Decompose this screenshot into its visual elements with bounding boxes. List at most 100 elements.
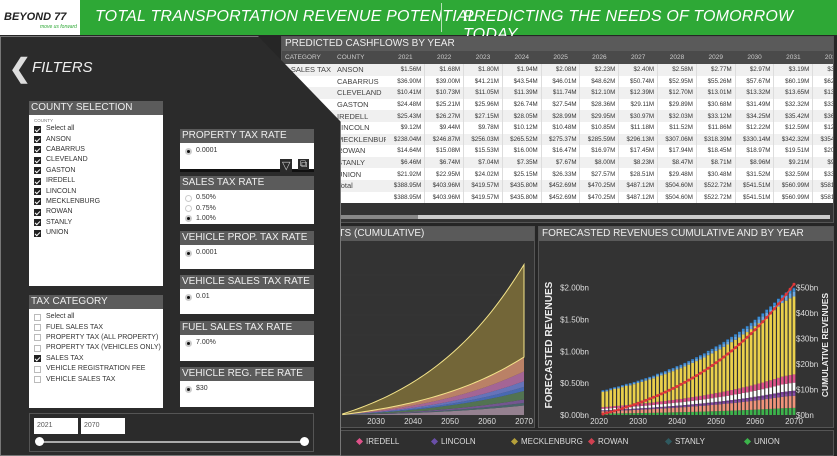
- bar-segment-mecklenburg[interactable]: [738, 337, 741, 389]
- cumulative-point[interactable]: [780, 297, 784, 301]
- bar-segment-iredell[interactable]: [718, 392, 722, 398]
- rate-option[interactable]: 0.0001: [180, 146, 314, 156]
- bar-segment-union[interactable]: [675, 412, 679, 415]
- bar-segment-cabarrus[interactable]: [663, 408, 667, 413]
- bar-segment-cabarrus[interactable]: [617, 410, 620, 414]
- bar-segment-union[interactable]: [636, 413, 640, 415]
- bar-segment-stanly[interactable]: [726, 400, 730, 402]
- cumulative-point[interactable]: [706, 366, 710, 370]
- cumulative-point[interactable]: [792, 282, 796, 286]
- bar-segment-cleveland[interactable]: [617, 386, 620, 388]
- bar-segment-union[interactable]: [628, 413, 632, 415]
- cumulative-point[interactable]: [656, 394, 659, 398]
- bar-segment-union[interactable]: [687, 411, 691, 415]
- bar-segment-iredell[interactable]: [671, 399, 675, 404]
- bar-segment-mecklenburg[interactable]: [745, 332, 749, 387]
- cumulative-point[interactable]: [640, 400, 644, 404]
- cumulative-point[interactable]: [745, 335, 749, 339]
- bar-segment-mecklenburg[interactable]: [780, 303, 784, 377]
- bar-segment-rowan[interactable]: [765, 312, 769, 317]
- bar-segment-gaston[interactable]: [613, 407, 616, 410]
- bar-segment-stanly[interactable]: [757, 396, 761, 398]
- checkbox-checked[interactable]: [34, 208, 41, 216]
- bar-segment-rowan[interactable]: [695, 358, 698, 362]
- bar-segment-mecklenburg[interactable]: [660, 375, 663, 402]
- bar-segment-union[interactable]: [788, 407, 792, 415]
- tax-category-option[interactable]: SALES TAX: [29, 354, 163, 364]
- year-slider-start-handle[interactable]: [35, 437, 44, 446]
- bar-segment-cabarrus[interactable]: [714, 404, 718, 412]
- bar-segment-gaston[interactable]: [765, 388, 769, 395]
- bar-segment-union[interactable]: [624, 413, 628, 415]
- bar-segment-cleveland[interactable]: [648, 376, 652, 379]
- bar-segment-lincoln[interactable]: [652, 408, 655, 410]
- bar-segment-rowan[interactable]: [628, 384, 632, 386]
- bar-segment-lincoln[interactable]: [730, 401, 733, 404]
- bar-segment-lincoln[interactable]: [753, 398, 757, 401]
- bar-segment-gaston[interactable]: [667, 403, 671, 407]
- bar-segment-cabarrus[interactable]: [726, 403, 730, 411]
- cumulative-point[interactable]: [757, 324, 761, 328]
- bar-segment-rowan[interactable]: [741, 331, 745, 335]
- bar-segment-union[interactable]: [718, 411, 722, 415]
- bar-segment-lincoln[interactable]: [702, 404, 706, 406]
- bar-segment-stanly[interactable]: [640, 408, 644, 409]
- bar-segment-cleveland[interactable]: [761, 313, 765, 317]
- bar-segment-gaston[interactable]: [738, 393, 741, 400]
- bar-segment-rowan[interactable]: [792, 291, 796, 297]
- bar-segment-stanly[interactable]: [667, 406, 671, 408]
- bar-segment-cabarrus[interactable]: [761, 399, 765, 410]
- bar-segment-mecklenburg[interactable]: [734, 339, 737, 390]
- cumulative-point[interactable]: [753, 328, 757, 332]
- bar-segment-cleveland[interactable]: [718, 344, 722, 347]
- bar-segment-iredell[interactable]: [777, 377, 780, 386]
- bar-segment-rowan[interactable]: [687, 362, 691, 365]
- bar-segment-gaston[interactable]: [609, 408, 613, 410]
- bar-segment-lincoln[interactable]: [757, 397, 761, 401]
- bar-segment-stanly[interactable]: [741, 398, 745, 400]
- bar-segment-lincoln[interactable]: [769, 396, 772, 399]
- bar-segment-cabarrus[interactable]: [695, 406, 698, 412]
- bar-segment-rowan[interactable]: [648, 378, 652, 380]
- bar-segment-union[interactable]: [757, 409, 761, 415]
- bar-segment-gaston[interactable]: [749, 391, 753, 398]
- bar-segment-rowan[interactable]: [632, 382, 636, 385]
- bar-segment-mecklenburg[interactable]: [656, 376, 659, 402]
- checkbox-unchecked[interactable]: [34, 334, 41, 342]
- bar-segment-iredell[interactable]: [706, 394, 710, 399]
- county-option[interactable]: Select all: [29, 124, 163, 134]
- bar-segment-lincoln[interactable]: [687, 405, 691, 407]
- bar-segment-cleveland[interactable]: [640, 379, 644, 381]
- bar-segment-iredell[interactable]: [640, 403, 644, 406]
- bar-segment-stanly[interactable]: [788, 391, 792, 394]
- bar-segment-gaston[interactable]: [640, 405, 644, 409]
- bar-segment-stanly[interactable]: [683, 405, 687, 406]
- bar-segment-lincoln[interactable]: [683, 405, 687, 408]
- bar-segment-mecklenburg[interactable]: [761, 320, 765, 383]
- bar-segment-mecklenburg[interactable]: [675, 369, 679, 400]
- bar-segment-gaston[interactable]: [734, 394, 737, 400]
- cumulative-point[interactable]: [730, 349, 734, 353]
- bar-segment-lincoln[interactable]: [691, 405, 694, 407]
- bar-segment-lincoln[interactable]: [726, 401, 730, 404]
- bar-segment-iredell[interactable]: [617, 405, 620, 408]
- bar-segment-cleveland[interactable]: [792, 288, 796, 292]
- bar-segment-rowan[interactable]: [699, 357, 702, 360]
- bar-segment-mecklenburg[interactable]: [702, 357, 706, 396]
- bar-segment-rowan[interactable]: [667, 370, 671, 373]
- column-header[interactable]: 2022: [424, 51, 464, 64]
- bar-segment-stanly[interactable]: [699, 403, 702, 405]
- bar-segment-lincoln[interactable]: [765, 396, 769, 400]
- bar-segment-gaston[interactable]: [656, 404, 659, 408]
- cumulative-point[interactable]: [605, 411, 609, 415]
- bar-segment-lincoln[interactable]: [710, 403, 714, 406]
- bar-segment-cabarrus[interactable]: [753, 400, 757, 410]
- bar-segment-stanly[interactable]: [769, 394, 772, 397]
- bar-segment-stanly[interactable]: [761, 395, 765, 398]
- column-header[interactable]: 2030: [735, 51, 774, 64]
- bar-segment-stanly[interactable]: [738, 399, 741, 401]
- cumulative-point[interactable]: [734, 346, 737, 350]
- bar-segment-lincoln[interactable]: [644, 408, 648, 410]
- bar-segment-stanly[interactable]: [745, 397, 749, 400]
- bar-segment-gaston[interactable]: [636, 406, 640, 409]
